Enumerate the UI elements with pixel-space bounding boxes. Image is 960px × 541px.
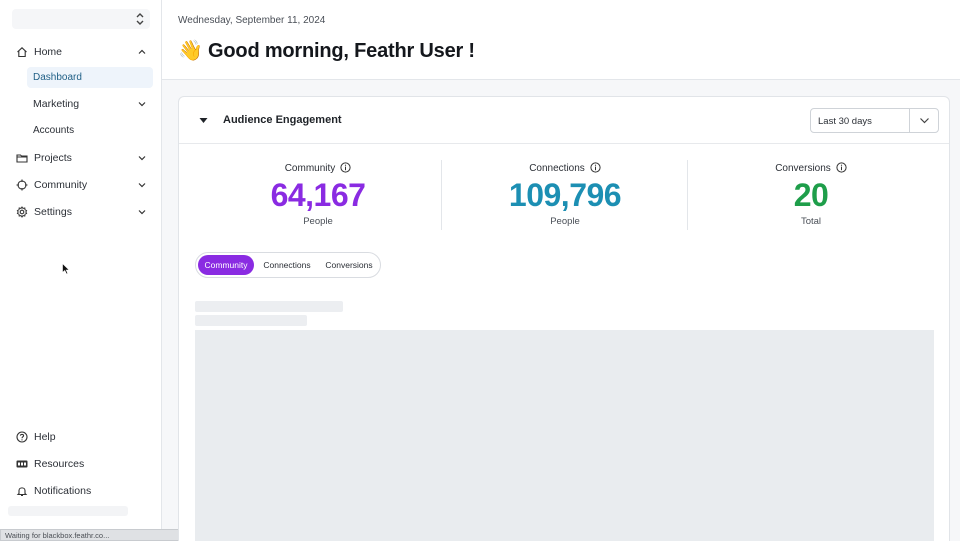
sidebar-item-projects[interactable]: Projects — [0, 144, 161, 171]
tab-connections[interactable]: Connections — [263, 260, 311, 270]
sidebar-item-accounts[interactable]: Accounts — [33, 125, 75, 136]
sidebar-item-settings[interactable]: Settings — [0, 198, 161, 225]
stat-community: Community 64,167 People — [195, 159, 441, 231]
sidebar: Home Dashboard Marketing Accounts Projec… — [0, 0, 162, 541]
sidebar-item-label: Help — [34, 430, 56, 443]
page-title: 👋 Good morning, Feathr User ! — [178, 40, 475, 62]
stat-connections: Connections 109,796 People — [442, 159, 688, 231]
card-header: Audience Engagement Last 30 days — [179, 97, 949, 144]
stat-label-text: Conversions — [775, 163, 831, 174]
sidebar-item-label: Marketing — [33, 97, 80, 110]
mouse-cursor-icon — [62, 263, 70, 275]
collapse-caret-icon[interactable] — [199, 117, 208, 124]
bell-icon — [16, 486, 28, 496]
page-header: Wednesday, September 11, 2024 👋 Good mor… — [162, 0, 960, 80]
chevron-updown-icon — [136, 13, 144, 25]
stat-divider — [441, 160, 442, 230]
info-icon[interactable] — [836, 162, 847, 173]
chevron-down-icon[interactable] — [137, 153, 147, 163]
sidebar-item-help[interactable]: Help — [0, 423, 161, 450]
sidebar-item-label: Community — [34, 178, 88, 191]
org-switcher[interactable] — [12, 9, 150, 29]
sidebar-item-label: Settings — [34, 205, 72, 218]
sidebar-item-community[interactable]: Community — [0, 171, 161, 198]
stat-label: Conversions — [688, 162, 934, 174]
loading-skeleton-line — [195, 301, 343, 312]
secondary-nav: Help Resources Notifications — [0, 423, 161, 504]
tab-community[interactable]: Community — [198, 255, 254, 275]
chevron-down-icon[interactable] — [137, 99, 147, 109]
select-divider — [909, 109, 910, 132]
home-icon — [17, 46, 27, 57]
main-nav: Home Dashboard Marketing Accounts Projec… — [0, 38, 161, 225]
chevron-up-icon[interactable] — [137, 47, 147, 57]
stat-unit: People — [550, 216, 580, 227]
stat-unit: People — [303, 216, 333, 227]
loading-skeleton-line — [195, 315, 307, 326]
crosshair-icon — [16, 179, 28, 190]
sidebar-item-label: Projects — [34, 151, 72, 164]
gear-icon — [16, 205, 28, 218]
stat-conversions: Conversions 20 Total — [688, 159, 934, 231]
audience-engagement-card: Audience Engagement Last 30 days Communi… — [178, 96, 950, 541]
loading-placeholder — [8, 506, 128, 516]
chevron-down-icon[interactable] — [137, 180, 147, 190]
card-title: Audience Engagement — [223, 114, 342, 126]
sidebar-item-label: Home — [34, 45, 63, 58]
stat-label: Connections — [442, 162, 688, 174]
pro-badge-icon — [16, 460, 28, 467]
sidebar-item-notifications[interactable]: Notifications — [0, 477, 161, 504]
sidebar-item-dashboard[interactable]: Dashboard — [27, 67, 153, 88]
date-range-value: Last 30 days — [818, 116, 872, 127]
info-icon[interactable] — [590, 162, 601, 173]
stat-label-text: Connections — [529, 163, 585, 174]
chevron-down-icon[interactable] — [919, 116, 930, 125]
stat-label: Community — [195, 162, 441, 174]
current-date: Wednesday, September 11, 2024 — [178, 15, 326, 26]
metric-tabs: Community Connections Conversions — [195, 252, 381, 278]
question-icon — [16, 430, 28, 443]
stat-unit: Total — [800, 216, 822, 227]
sidebar-item-label: Notifications — [34, 484, 92, 497]
stat-label-text: Community — [284, 163, 336, 174]
sidebar-item-label: Resources — [34, 457, 85, 470]
sidebar-item-home[interactable]: Home — [0, 38, 161, 65]
stat-value: 109,796 — [508, 177, 622, 213]
loading-skeleton-chart — [195, 330, 934, 541]
sidebar-item-resources[interactable]: Resources — [0, 450, 161, 477]
info-icon[interactable] — [340, 162, 351, 173]
main-content: Wednesday, September 11, 2024 👋 Good mor… — [162, 0, 960, 541]
stats-row: Community 64,167 People Connections 109,… — [195, 159, 935, 231]
stat-divider — [687, 160, 688, 230]
sidebar-item-marketing[interactable]: Marketing — [0, 90, 161, 117]
stat-value: 64,167 — [270, 177, 366, 213]
chevron-down-icon[interactable] — [137, 207, 147, 217]
folder-icon — [16, 153, 28, 163]
stat-value: 20 — [793, 177, 829, 213]
date-range-select[interactable]: Last 30 days — [810, 108, 939, 133]
tab-conversions[interactable]: Conversions — [325, 260, 373, 270]
